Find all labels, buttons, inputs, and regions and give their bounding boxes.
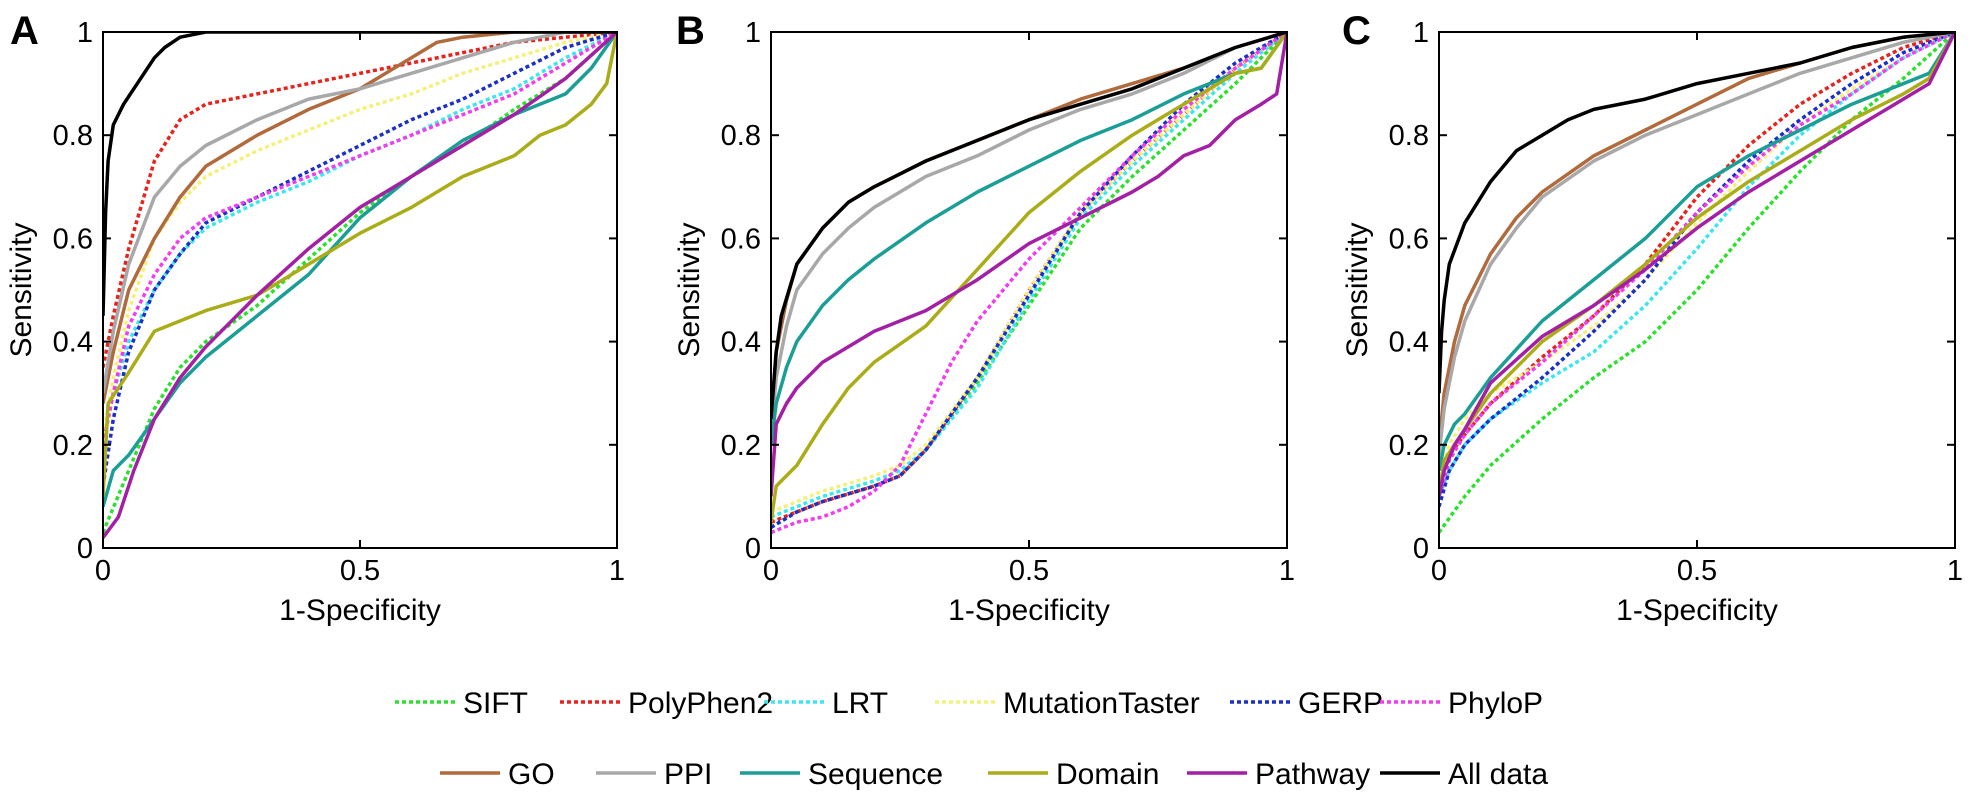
legend-label: All data [1448,758,1548,791]
series-line-lrt [102,31,618,446]
series-line-go [102,31,617,404]
x-tick-label: 0 [1431,555,1447,587]
legend-label: MutationTaster [1003,687,1200,720]
legend-label: Sequence [808,758,943,791]
legend-item-go: GO [440,758,555,791]
x-tick-label: 0 [763,555,779,587]
y-tick-label: 0 [1413,533,1429,565]
y-tick-label: 1 [77,17,93,49]
y-tick-label: 0 [745,533,761,565]
axes-box [102,31,618,549]
x-tick-label: 1 [1279,555,1295,587]
y-tick-label: 1 [1413,17,1429,49]
series-line-sequence [1438,31,1956,471]
x-tick-label: 0 [95,555,111,587]
legend-item-pathway: Pathway [1187,758,1370,791]
y-tick-label: 0.8 [1389,120,1429,152]
legend-item-mutationtaster: MutationTaster [935,687,1200,720]
legend-label: Pathway [1255,758,1370,791]
series-line-phylop [102,31,618,446]
x-tick-label: 1 [1947,555,1963,587]
series-line-gerp [102,31,618,487]
legend-item-phylop: PhyloP [1380,687,1543,720]
legend-item-lrt: LRT [764,687,888,720]
series-line-all-data [1438,31,1956,394]
series-line-ppi [1438,31,1956,456]
series-line-sequence [102,31,618,508]
legend-label: SIFT [463,687,528,720]
x-axis-label: 1-Specificity [279,594,441,627]
series-line-sift [1438,31,1956,534]
series-line-all-data [770,31,1288,420]
panel-b: 0 0.2 0.4 0.6 0.8 1 0 0.5 1 1-Specificity Sensitiv… [673,9,1295,627]
legend-label: GERP [1298,687,1383,720]
y-tick-label: 0.2 [1389,430,1429,462]
legend-label: LRT [832,687,888,720]
panels: 0 0.2 0.4 0.6 0.8 1 0 0.5 1 1-Specificity Sensitiv… [5,9,1963,627]
series-line-ppi [102,31,617,394]
x-tick-label: 0.5 [1677,555,1717,587]
legend-item-gerp: GERP [1230,687,1383,720]
series-group [1438,31,1956,534]
series-line-sequence [770,31,1288,446]
y-axis-label: Sensitivity [5,222,38,357]
panel-a: 0 0.2 0.4 0.6 0.8 1 0 0.5 1 1-Specificity Sensitiv… [5,9,625,627]
x-tick-label: 1 [609,555,625,587]
y-tick-label: 0.6 [1389,223,1429,255]
y-tick-label: 0.4 [53,327,93,359]
x-tick-label: 0.5 [340,555,380,587]
series-line-pathway [770,31,1288,497]
series-group [770,31,1288,535]
y-tick-label: 1 [745,17,761,49]
series-line-domain [770,31,1288,523]
series-line-domain [102,31,618,497]
y-axis-label: Sensitivity [673,222,706,357]
legend-label: PolyPhen2 [628,687,773,720]
panel-letter: C [1342,9,1371,53]
series-line-sift [102,31,618,534]
y-tick-label: 0.6 [721,223,761,255]
series-line-mutationtaster [770,31,1288,514]
x-tick-label: 0.5 [1009,555,1049,587]
legend-item-sequence: Sequence [740,758,943,791]
x-axis-label: 1-Specificity [1616,594,1778,627]
y-tick-label: 0.4 [1389,327,1429,359]
series-line-lrt [1438,31,1956,498]
legend-label: PPI [664,758,712,791]
legend-label: PhyloP [1448,687,1543,720]
panel-letter: B [676,9,705,53]
series-line-pathway [102,31,618,539]
series-line-ppi [770,31,1288,435]
y-axis-label: Sensitivity [1341,222,1374,357]
legend-item-domain: Domain [988,758,1159,791]
legend-label: GO [508,758,555,791]
y-tick-label: 0.2 [721,430,761,462]
x-axis-label: 1-Specificity [948,594,1110,627]
panel-letter: A [10,9,39,53]
legend-item-polyphen2: PolyPhen2 [560,687,773,720]
series-line-pathway [1438,31,1956,497]
y-tick-label: 0.4 [721,327,761,359]
y-tick-label: 0.2 [53,430,93,462]
y-tick-label: 0.8 [721,120,761,152]
y-tick-label: 0 [77,533,93,565]
legend-item-sift: SIFT [395,687,528,720]
series-line-phylop [770,31,1288,535]
legend-item-all-data: All data [1380,758,1548,791]
y-tick-label: 0.8 [53,120,93,152]
legend-label: Domain [1056,758,1159,791]
y-tick-label: 0.6 [53,223,93,255]
axes-box [1438,31,1956,549]
series-line-polyphen2 [1438,31,1956,487]
legend: SIFT PolyPhen2 LRT MutationTaster GERP PhyloP… [395,687,1548,791]
series-group [102,31,618,539]
panel-c: 0 0.2 0.4 0.6 0.8 1 0 0.5 1 1-Specificity Sensitiv… [1341,9,1963,627]
legend-item-ppi: PPI [596,758,712,791]
